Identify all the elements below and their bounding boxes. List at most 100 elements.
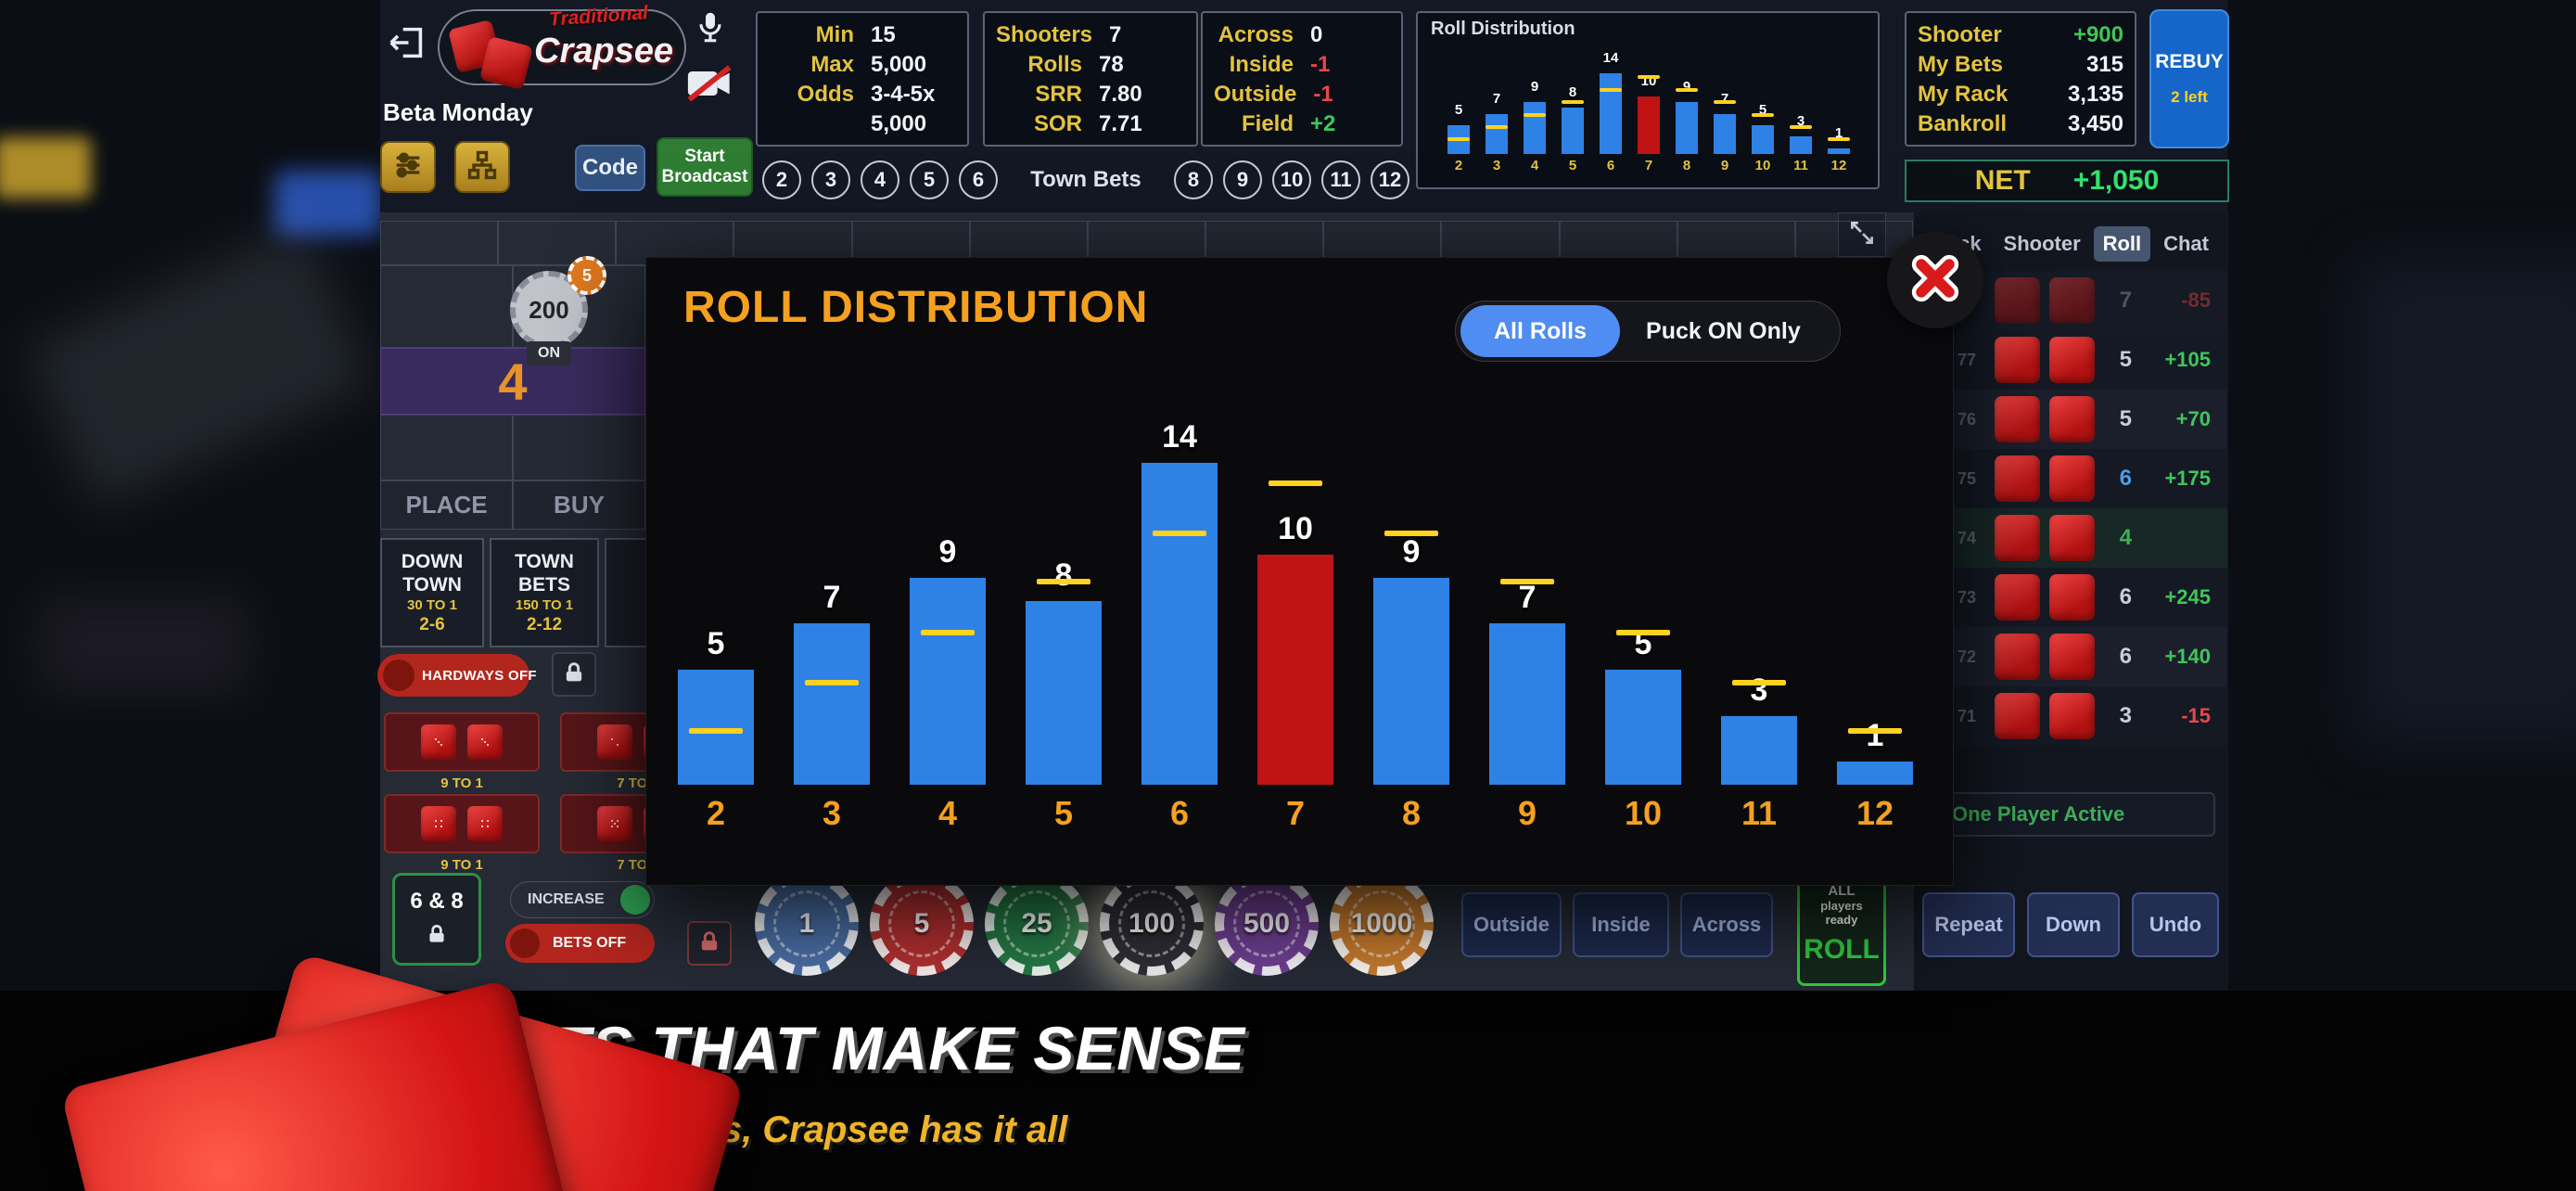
hardway-bet-hard6[interactable] bbox=[384, 712, 540, 772]
x-axis-label: 8 bbox=[1401, 794, 1422, 832]
fullscreen-expand-button[interactable] bbox=[1838, 212, 1886, 257]
bets-off-toggle[interactable]: BETS OFF bbox=[505, 924, 655, 963]
board-cell[interactable] bbox=[380, 221, 499, 265]
bar-value-label: 8 bbox=[1568, 84, 1577, 100]
chip-ring bbox=[1003, 890, 1070, 957]
number-circle-12[interactable]: 12 bbox=[1371, 160, 1409, 199]
six-and-eight-button[interactable]: 6 & 8 bbox=[392, 873, 481, 966]
settings-sliders-button[interactable] bbox=[380, 141, 436, 193]
chip-1[interactable]: 1 bbox=[755, 872, 859, 976]
rebuy-button[interactable]: REBUY 2 left bbox=[2149, 9, 2229, 148]
place-button[interactable]: PLACE bbox=[380, 480, 513, 530]
die-face-2 bbox=[597, 724, 632, 760]
chip-5[interactable]: 5 bbox=[870, 872, 974, 976]
x-axis-label: 11 bbox=[1741, 794, 1778, 832]
number-circle-10[interactable]: 10 bbox=[1272, 160, 1311, 199]
all-rolls-option[interactable]: All Rolls bbox=[1460, 305, 1621, 357]
stat-value: 7 bbox=[1109, 22, 1122, 47]
chart-bar-5: 8 bbox=[1562, 84, 1584, 154]
chip-100[interactable]: 100 bbox=[1100, 872, 1204, 976]
net-total: NET +1,050 bbox=[1905, 160, 2229, 202]
camera-off-button[interactable] bbox=[682, 61, 736, 109]
stat-label: Field bbox=[1241, 111, 1294, 136]
number-circle-9[interactable]: 9 bbox=[1223, 160, 1262, 199]
players-active-status: One Player Active bbox=[1926, 792, 2215, 837]
number-circle-8[interactable]: 8 bbox=[1174, 160, 1213, 199]
bets-lock-button[interactable] bbox=[687, 921, 732, 966]
bet-chip-5[interactable]: 5 bbox=[567, 256, 606, 295]
chip-500[interactable]: 500 bbox=[1215, 872, 1319, 976]
expected-marker bbox=[1638, 75, 1660, 79]
number-circle-4[interactable]: 4 bbox=[861, 160, 899, 199]
code-button[interactable]: Code bbox=[575, 145, 645, 191]
start-broadcast-button[interactable]: Start Broadcast bbox=[657, 137, 753, 197]
stat-row: Across 0 bbox=[1214, 20, 1390, 50]
logo-die-icon bbox=[478, 35, 533, 90]
repeat-button[interactable]: Repeat bbox=[1922, 892, 2015, 957]
x-axis-label: 10 bbox=[1624, 794, 1663, 832]
tab-shooter[interactable]: Shooter bbox=[2003, 232, 2081, 255]
x-axis-label: 6 bbox=[1606, 158, 1615, 173]
stat-row: Min 15 bbox=[769, 20, 956, 50]
chip-1000[interactable]: 1000 bbox=[1330, 872, 1434, 976]
undo-button[interactable]: Undo bbox=[2132, 892, 2219, 957]
roll-sequence-number: 72 bbox=[1958, 647, 1977, 666]
number-circle-3[interactable]: 3 bbox=[811, 160, 850, 199]
exit-button[interactable] bbox=[383, 20, 431, 69]
buy-button[interactable]: BUY bbox=[513, 480, 645, 530]
chip-25[interactable]: 25 bbox=[985, 872, 1089, 976]
layout-tree-button[interactable] bbox=[454, 141, 510, 193]
point-row[interactable]: 4 bbox=[380, 348, 645, 415]
expected-marker bbox=[1732, 680, 1786, 685]
microphone-button[interactable] bbox=[688, 6, 733, 54]
expected-marker bbox=[1616, 630, 1670, 635]
increase-toggle[interactable]: INCREASE bbox=[510, 881, 655, 918]
chip-ring bbox=[1348, 890, 1415, 957]
board-cell[interactable] bbox=[380, 415, 513, 480]
bar-value-label: 14 bbox=[1602, 50, 1619, 66]
expected-marker bbox=[805, 680, 859, 685]
expected-marker bbox=[1524, 113, 1546, 117]
stat-row: Shooters 7 bbox=[996, 20, 1185, 50]
close-button[interactable] bbox=[1887, 232, 1983, 328]
bets-off-label: BETS OFF bbox=[553, 935, 627, 951]
inside-bet-button[interactable]: Inside bbox=[1573, 892, 1669, 957]
stat-label: Max bbox=[810, 52, 854, 77]
chart-bar-6: 14 bbox=[1600, 50, 1622, 154]
board-cell[interactable] bbox=[513, 415, 645, 480]
chart-bar-11: 3 bbox=[1721, 672, 1797, 785]
number-circle-6[interactable]: 6 bbox=[959, 160, 998, 199]
down-town-bet-box[interactable]: DOWN TOWN 30 TO 1 2-6 bbox=[380, 538, 484, 647]
x-axis-label: 7 bbox=[1644, 158, 1653, 173]
across-bet-button[interactable]: Across bbox=[1680, 892, 1773, 957]
number-circle-2[interactable]: 2 bbox=[762, 160, 801, 199]
bar-value-label: 7 bbox=[1492, 91, 1501, 107]
board-cell[interactable] bbox=[498, 221, 617, 265]
board-cell[interactable] bbox=[380, 265, 513, 348]
hardway-bet-hard8[interactable] bbox=[384, 794, 540, 853]
exit-icon bbox=[386, 21, 428, 69]
expected-marker bbox=[689, 728, 743, 734]
tab-roll[interactable]: Roll bbox=[2093, 226, 2151, 262]
microphone-icon bbox=[692, 7, 729, 53]
tab-chat[interactable]: Chat bbox=[2163, 232, 2209, 255]
mini-roll-distribution-panel[interactable]: Roll Distribution 5 7 9 8 14 10 9 7 5 3 1 2 3 4 5 6 7 8 9 1… bbox=[1416, 11, 1880, 189]
x-axis-label: 2 bbox=[1454, 158, 1463, 173]
chart-bar-12: 1 bbox=[1837, 718, 1913, 785]
hardways-toggle[interactable]: HARDWAYS OFF bbox=[377, 654, 537, 697]
background-blur-right bbox=[2355, 260, 2576, 742]
die-face-3 bbox=[421, 724, 456, 760]
rolls-filter-toggle: All Rolls Puck ON Only bbox=[1455, 301, 1841, 362]
town-bets-bet-box[interactable]: TOWN BETS 150 TO 1 2-12 bbox=[490, 538, 599, 647]
down-button[interactable]: Down bbox=[2027, 892, 2120, 957]
number-circle-11[interactable]: 11 bbox=[1321, 160, 1360, 199]
die-face-1 bbox=[2049, 515, 2096, 561]
toggle-knob bbox=[383, 660, 414, 691]
roll-amount: +70 bbox=[2175, 407, 2211, 430]
number-circle-5[interactable]: 5 bbox=[910, 160, 949, 199]
bankroll-panel: Shooter +900 My Bets 315 My Rack 3,135 Bankrol… bbox=[1905, 11, 2136, 147]
camera-off-icon bbox=[685, 63, 733, 109]
hardways-lock-button[interactable] bbox=[552, 652, 596, 697]
puck-on-only-option[interactable]: Puck ON Only bbox=[1646, 317, 1801, 344]
outside-bet-button[interactable]: Outside bbox=[1461, 892, 1562, 957]
